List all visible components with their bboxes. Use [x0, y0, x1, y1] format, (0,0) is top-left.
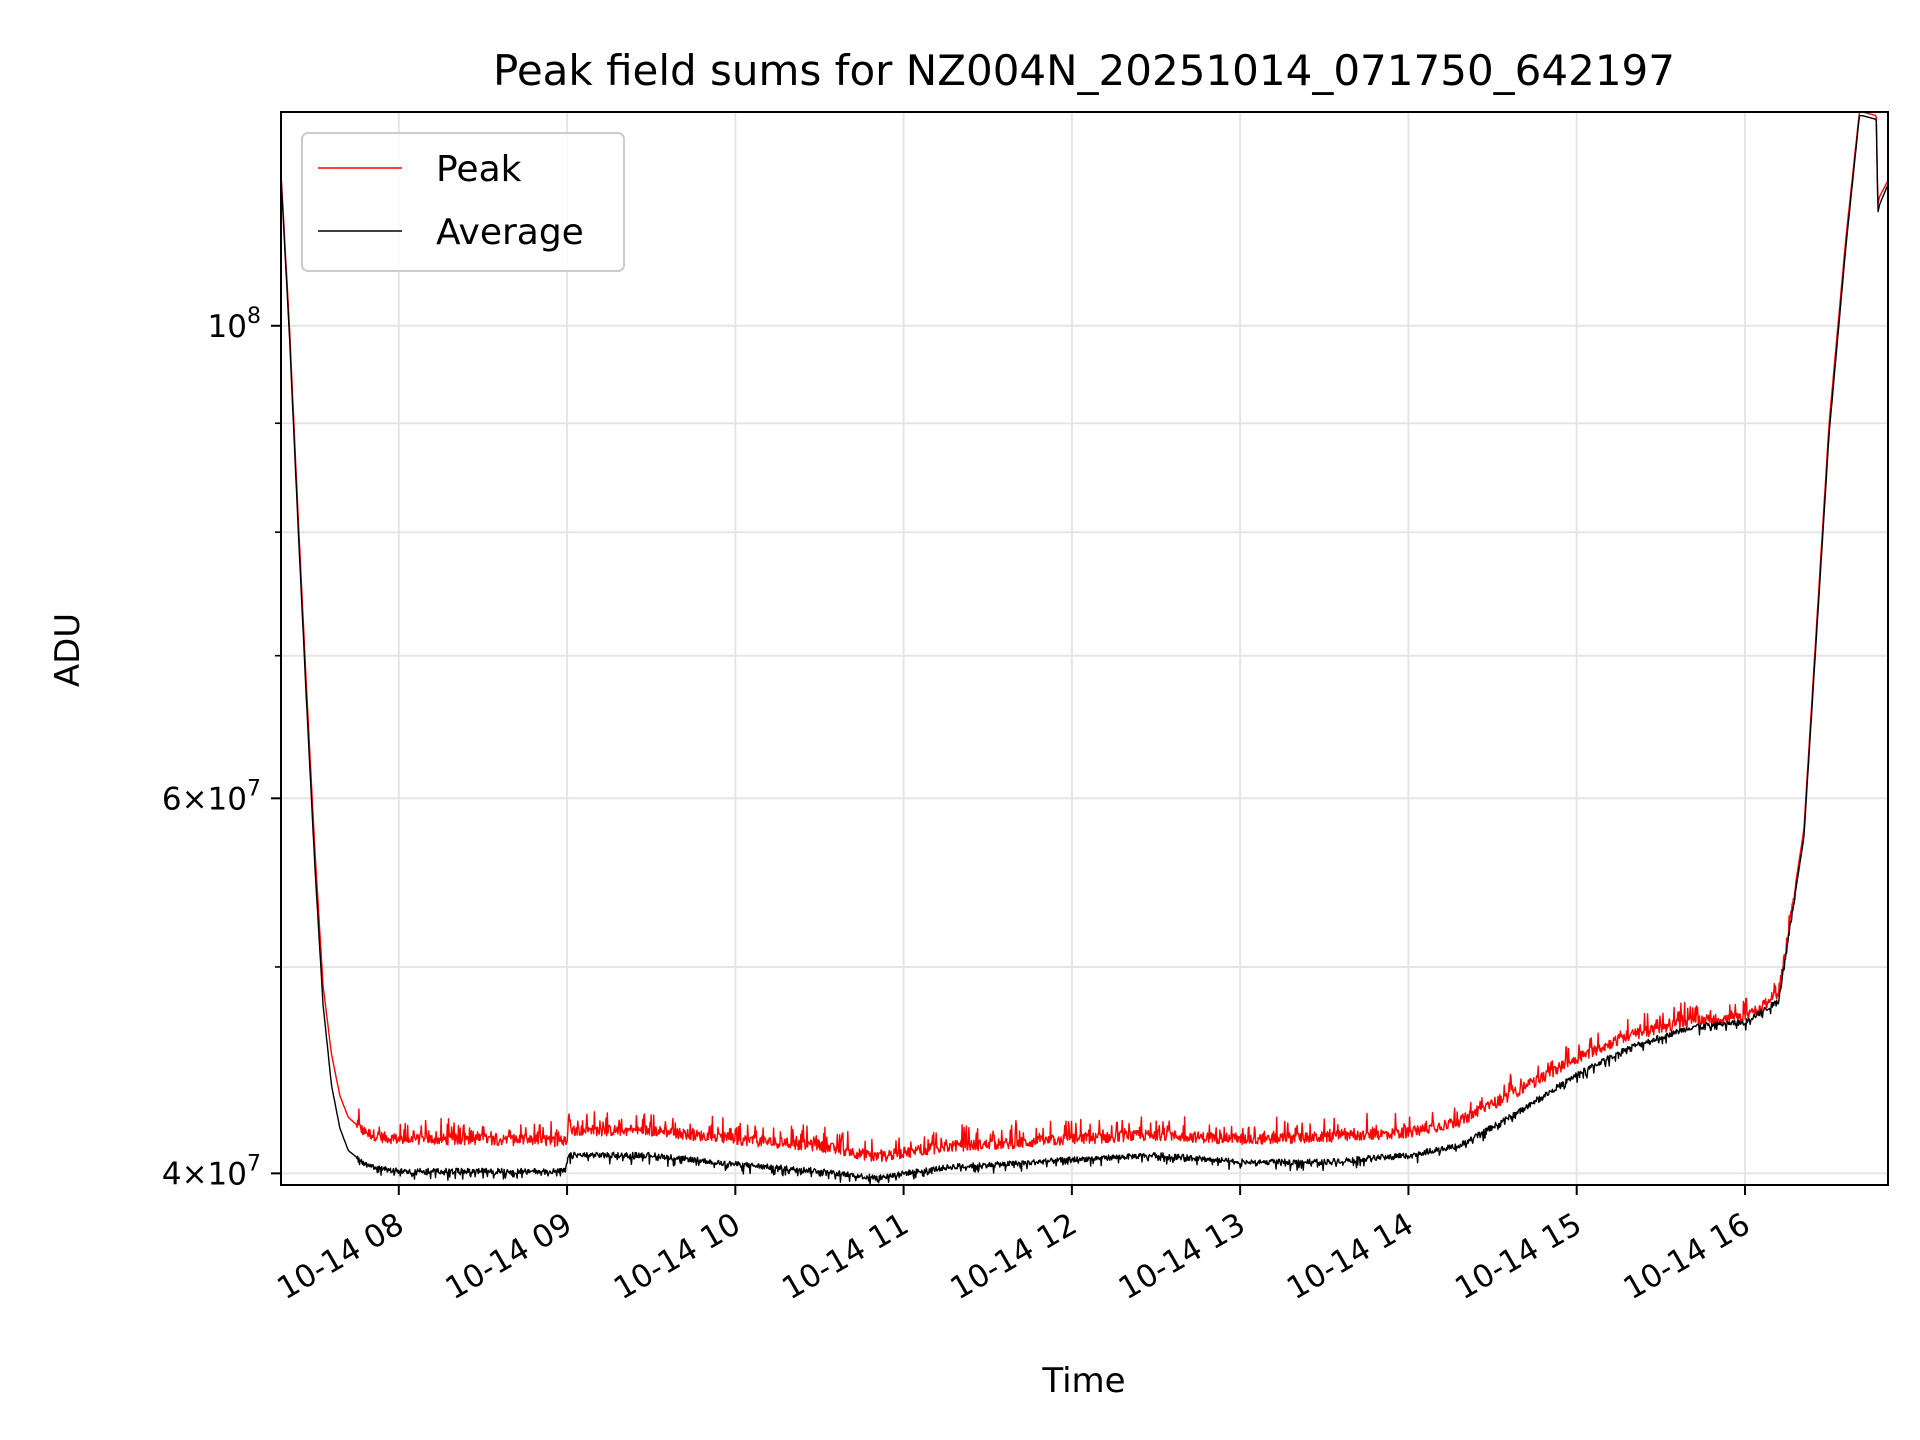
legend: Peak Average	[301, 132, 625, 272]
series-line-peak	[281, 112, 1888, 1163]
series-line-average	[281, 114, 1888, 1185]
legend-label-peak: Peak	[436, 149, 522, 190]
axes-frame	[280, 111, 1889, 1186]
y-tick-label: 108	[208, 304, 261, 345]
plot-area	[281, 112, 1888, 1185]
y-tick-label: 6×107	[162, 776, 261, 817]
x-axis-label: Time	[1041, 1361, 1125, 1401]
series-group	[281, 112, 1888, 1185]
y-tick-label: 4×107	[162, 1151, 261, 1192]
grid	[281, 112, 1888, 1185]
y-axis-label: ADU	[48, 613, 88, 687]
chart-title: Peak field sums for NZ004N_20251014_0717…	[493, 46, 1675, 95]
legend-label-average: Average	[436, 212, 584, 253]
